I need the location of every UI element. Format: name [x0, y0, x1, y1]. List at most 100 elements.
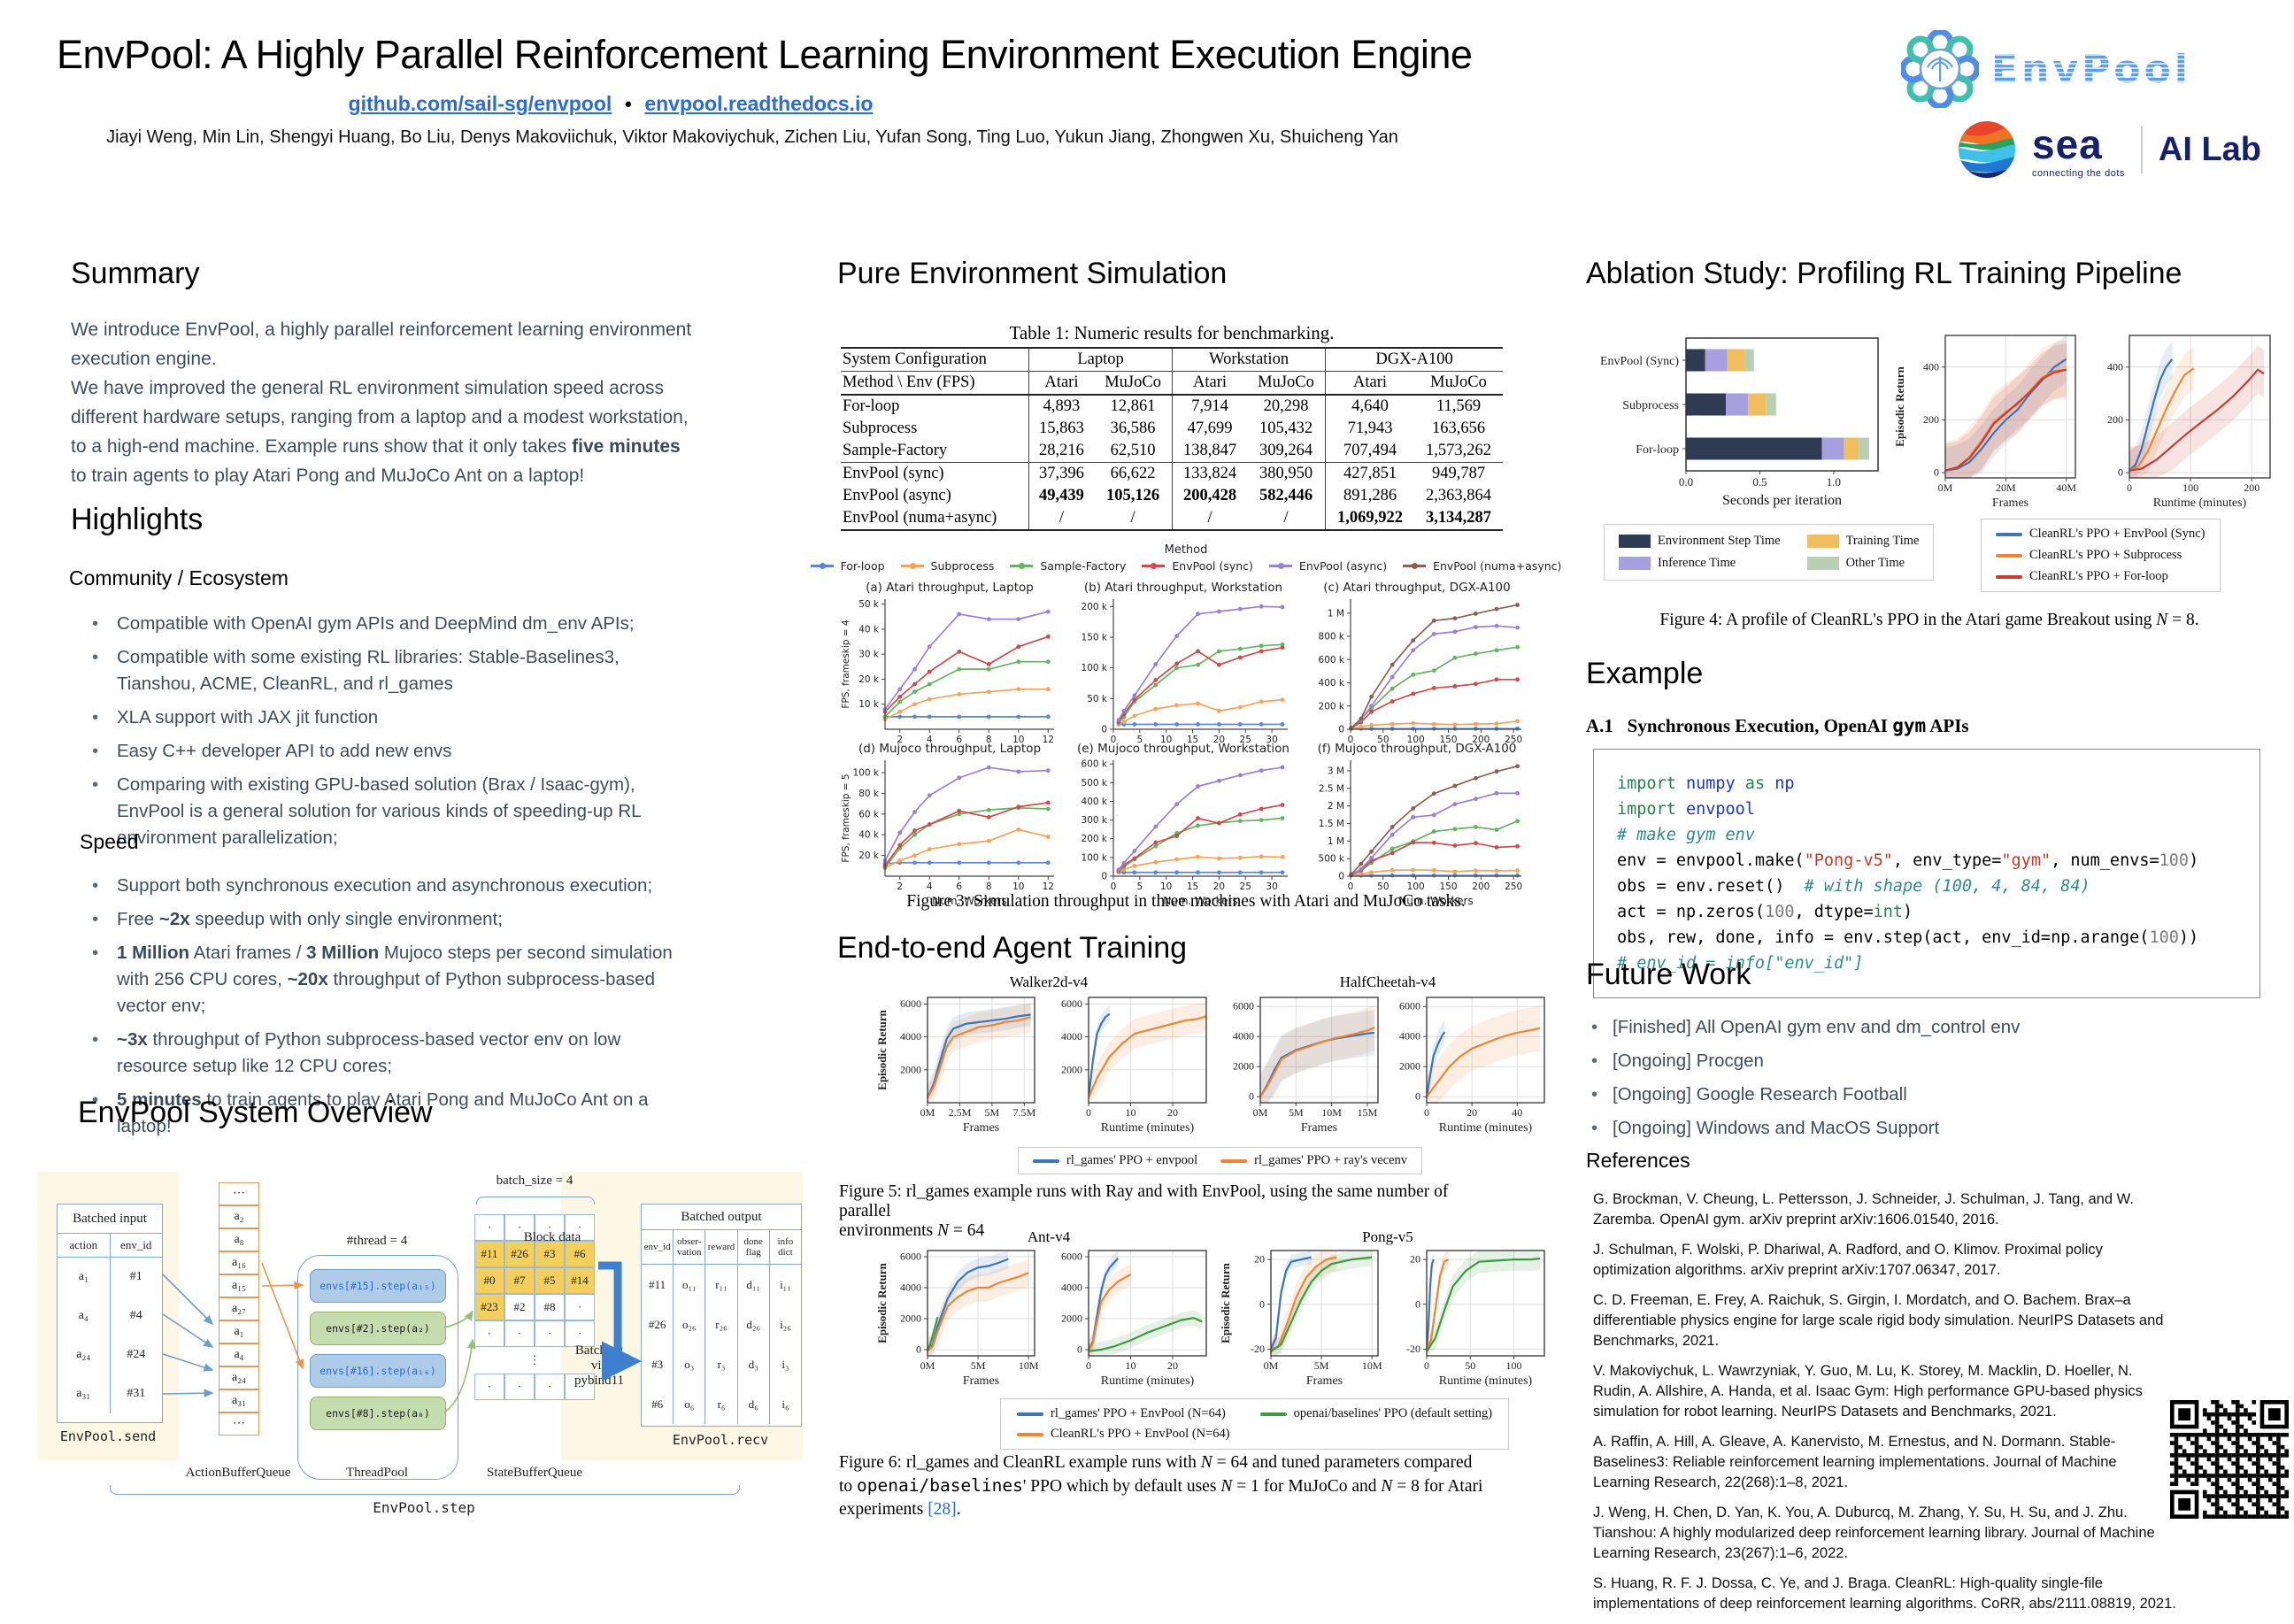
- chart-svg: 0 100 200 0 200 400 Runtime (minutes): [2107, 335, 2271, 510]
- svg-text:0: 0: [1086, 1359, 1091, 1372]
- fig6-pong-frames: 0M 5M 10M -20 0 20 Episodic Return Frames: [1219, 1246, 1384, 1392]
- batched-output-title: Batched output: [642, 1205, 801, 1230]
- legend-item: CleanRL's PPO + Subprocess: [1996, 548, 2205, 563]
- svg-text:200: 200: [2244, 481, 2259, 494]
- flow-arrows: [162, 1261, 642, 1413]
- summary-line: We have improved the general RL environm…: [71, 378, 665, 398]
- svg-text:-20: -20: [1251, 1343, 1265, 1355]
- authors-line: Jiayi Weng, Min Lin, Shengyi Huang, Bo L…: [106, 127, 1398, 147]
- code-block: import numpy as np import envpool # make g…: [1593, 749, 2260, 998]
- svg-text:80 k: 80 k: [858, 789, 880, 799]
- svg-text:150 k: 150 k: [1082, 632, 1108, 643]
- svg-text:600 k: 600 k: [1319, 655, 1345, 666]
- svg-text:0: 0: [1101, 872, 1107, 882]
- sea-ailab-logo: sea connecting the dots AI Lab: [1958, 120, 2261, 179]
- code-line: obs, rew, done, info = env.step(act, env…: [1617, 928, 2199, 947]
- svg-text:Frames: Frames: [963, 1121, 999, 1135]
- svg-text:250: 250: [1505, 735, 1522, 745]
- fig4-patch-legend: Environment Step Time Inference Time Train…: [1604, 524, 1935, 581]
- svg-text:4000: 4000: [1233, 1030, 1254, 1043]
- summary-line: different hardware setups, ranging from …: [71, 407, 689, 427]
- svg-text:8: 8: [986, 735, 992, 745]
- svg-text:25: 25: [1240, 735, 1251, 745]
- svg-text:12: 12: [1043, 735, 1054, 745]
- fig4-bar-chart: EnvPool (Sync) Subprocess For-loop 0.0 0.5 1.…: [1589, 331, 1885, 514]
- legend-item: Training Time: [1806, 534, 1919, 549]
- svg-text:50: 50: [1465, 1359, 1475, 1372]
- github-link[interactable]: github.com/sail-sg/envpool: [348, 92, 612, 115]
- svg-text:50 k: 50 k: [858, 599, 880, 610]
- legend-item: EnvPool (numa+async): [1403, 559, 1561, 573]
- fig3-chart-d: (d) Mujoco throughput, Laptop 2 4 6 8 10 12 20 …: [839, 742, 1060, 912]
- community-bullet-list: Compatible with OpenAI gym APIs and Deep…: [71, 611, 673, 858]
- batch-note: batch_size = 4: [496, 1174, 574, 1188]
- bullet-item: [Ongoing] Procgen: [1586, 1048, 2223, 1074]
- svg-text:1 M: 1 M: [1328, 836, 1344, 847]
- legend-item: Sample-Factory: [1010, 559, 1126, 573]
- code-line: import envpool: [1617, 800, 1755, 819]
- svg-text:0.5: 0.5: [1752, 475, 1767, 489]
- bullet-item: XLA support with JAX jit function: [71, 704, 673, 731]
- legend-item: rl_games' PPO + ray's vecenv: [1220, 1153, 1407, 1168]
- summary-heading: Summary: [71, 257, 200, 290]
- link-separator-dot: ●: [624, 96, 633, 112]
- fig6-title-pong: Pong-v5: [1362, 1228, 1413, 1245]
- bullet-item: Compatible with some existing RL librari…: [71, 644, 673, 697]
- bullet-item: [Finished] All OpenAI gym env and dm_con…: [1586, 1014, 2223, 1041]
- svg-text:10M: 10M: [1019, 1359, 1039, 1372]
- svg-text:6000: 6000: [900, 997, 921, 1010]
- svg-text:12: 12: [1043, 881, 1054, 892]
- svg-text:Num. Workers: Num. Workers: [1163, 895, 1237, 907]
- svg-text:5M: 5M: [971, 1359, 986, 1372]
- fig5-caption: Figure 5: rl_games example runs with Ray…: [839, 1182, 1449, 1240]
- legend-item: CleanRL's PPO + For-loop: [1996, 569, 2205, 584]
- svg-text:400 k: 400 k: [1319, 678, 1345, 689]
- envpool-logo-text: EnvPool: [1991, 46, 2191, 92]
- chart-svg: 0M 2.5M 5M 7.5M 2000 4000 6000 Episodic Return F…: [875, 997, 1036, 1135]
- summary-paragraph: We introduce EnvPool, a highly parallel …: [71, 315, 708, 490]
- svg-text:Runtime (minutes): Runtime (minutes): [1101, 1121, 1195, 1135]
- svg-text:200 k: 200 k: [1319, 701, 1345, 712]
- svg-text:EnvPool (Sync): EnvPool (Sync): [1600, 355, 1679, 368]
- step-brace: [110, 1485, 740, 1495]
- svg-text:100: 100: [2182, 481, 2198, 494]
- step-label: EnvPool.step: [373, 1499, 475, 1516]
- legend-item: Environment Step Time: [1619, 534, 1781, 549]
- block-data-label: Block data: [523, 1230, 581, 1244]
- svg-text:-20: -20: [1406, 1343, 1420, 1355]
- svg-text:0: 0: [1338, 725, 1344, 735]
- reference-item: J. Schulman, F. Wolski, P. Dhariwal, A. …: [1593, 1242, 2103, 1278]
- svg-text:4000: 4000: [1061, 1030, 1082, 1043]
- chart-title: (d) Mujoco throughput, Laptop: [858, 742, 1042, 756]
- threadpool-task: envs[#8].step(a₈): [310, 1397, 446, 1430]
- bullet-item: Easy C++ developer API to add new envs: [71, 738, 673, 765]
- legend-item: CleanRL's PPO + EnvPool (N=64): [1017, 1427, 1230, 1442]
- svg-text:2000: 2000: [900, 1312, 921, 1325]
- code-line: # make gym env: [1617, 826, 1755, 844]
- fig3-chart-f: (f) Mujoco throughput, DGX-A100 0 50 100 150…: [1306, 742, 1528, 912]
- fig6-title-ant: Ant-v4: [1027, 1228, 1071, 1245]
- tp-label: ThreadPool: [346, 1466, 408, 1480]
- fig3-caption: Figure 3: Simulation throughput in three…: [906, 892, 1466, 911]
- svg-text:20: 20: [1213, 735, 1225, 745]
- community-subhead: Community / Ecosystem: [69, 566, 289, 589]
- reference-item: J. Weng, H. Chen, D. Yan, K. You, A. Dub…: [1593, 1505, 2155, 1561]
- speed-bullet-list: Support both synchronous execution and a…: [71, 873, 690, 1147]
- svg-text:4000: 4000: [900, 1030, 921, 1043]
- svg-text:100 k: 100 k: [853, 768, 880, 779]
- svg-text:100: 100: [1407, 881, 1425, 892]
- svg-text:Seconds per iteration: Seconds per iteration: [1722, 493, 1842, 508]
- svg-text:200: 200: [1923, 413, 1939, 426]
- svg-text:6000: 6000: [1061, 1251, 1082, 1263]
- svg-text:20: 20: [1167, 1106, 1178, 1119]
- svg-text:6000: 6000: [900, 1251, 921, 1263]
- svg-text:15: 15: [1187, 735, 1198, 745]
- docs-link[interactable]: envpool.readthedocs.io: [644, 92, 874, 115]
- fig3-chart-e: (e) Mujoco throughput, Workstation 0 5 10 15…: [1073, 742, 1294, 912]
- envpool-logo: EnvPool: [1901, 30, 2191, 108]
- svg-text:0.0: 0.0: [1679, 475, 1693, 489]
- bullet-item: Free ~2x speedup with only single enviro…: [71, 906, 690, 933]
- svg-text:4000: 4000: [1399, 1030, 1420, 1043]
- svg-text:0: 0: [1111, 881, 1117, 892]
- batch-brace: [476, 1197, 595, 1205]
